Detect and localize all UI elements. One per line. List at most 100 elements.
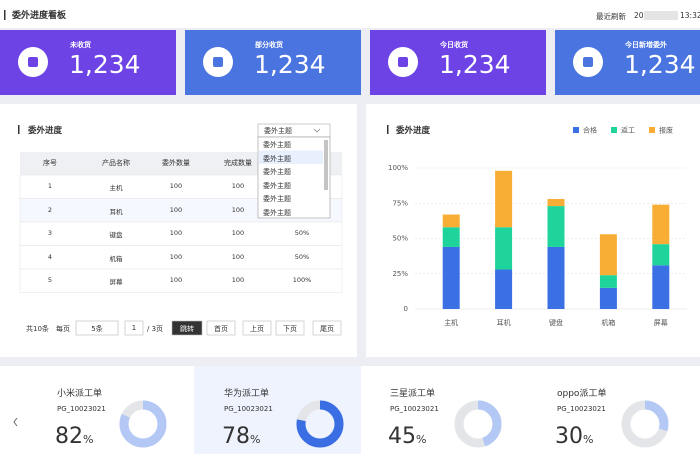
order-name: 华为派工单 [224, 389, 270, 399]
legend-label: 报废 [659, 126, 673, 135]
table-cell: 2 [47, 205, 53, 214]
table-cell: 键盘 [109, 231, 123, 239]
pagination-label: 每页 [56, 325, 70, 333]
table-cell: 屏幕 [109, 278, 123, 286]
select-value: 委外主题 [264, 127, 292, 135]
blur [644, 11, 678, 20]
table-cell: 50% [294, 252, 310, 261]
table-header: 委外数量 [162, 159, 190, 167]
stat-label: 今日收货 [440, 41, 468, 49]
stat-icon-glyph [583, 57, 593, 67]
x-tick-label: 屏幕 [654, 318, 668, 327]
last-button [312, 320, 342, 336]
order-percent: 45% [388, 424, 427, 449]
table-cell: 100 [231, 276, 245, 284]
y-tick-label: 0 [404, 305, 408, 313]
carousel-arrow [13, 417, 18, 427]
table-cell: 100 [169, 182, 183, 190]
legend-swatch [649, 127, 655, 133]
y-tick-label: 100% [388, 164, 408, 172]
order-percent: 30% [555, 424, 594, 449]
chart-panel [366, 104, 700, 357]
pagination-total: 共10条 [26, 325, 49, 333]
next-button-text[interactable]: 下页 [283, 325, 297, 333]
bar-segment [547, 199, 565, 207]
prev-button [242, 320, 272, 336]
bar-segment [547, 246, 565, 309]
table-cell: 4 [47, 252, 53, 261]
legend-label: 返工 [621, 127, 635, 135]
x-tick-label: 耳机 [497, 318, 511, 327]
table-header: 产品名称 [102, 159, 130, 167]
donut-arc [621, 400, 669, 448]
table-cell: 3 [47, 229, 53, 237]
select-option[interactable]: 委外主题 [263, 208, 291, 217]
order-unit: % [250, 433, 261, 446]
legend-label: 合格 [583, 126, 597, 135]
chart-title: 委外进度 [396, 126, 431, 136]
select-option[interactable]: 委外主题 [263, 141, 291, 149]
select-option[interactable]: 委外主题 [263, 181, 291, 190]
page-title: 委外进度看板 [12, 11, 67, 21]
order-code: PG_10023021 [390, 405, 439, 413]
table-cell: 100 [169, 276, 183, 284]
stat-icon-glyph [213, 57, 223, 67]
order-unit: % [583, 433, 594, 446]
order-unit: % [83, 433, 94, 446]
option-hover [259, 150, 323, 164]
table-row [19, 268, 343, 293]
bar-segment [495, 170, 513, 228]
table-cell: 100 [231, 182, 245, 190]
bar-segment [442, 227, 460, 247]
donut-arc [119, 400, 167, 448]
last-button-text[interactable]: 尾页 [320, 325, 334, 333]
per-page-select [75, 320, 119, 336]
table-cell: 100 [169, 229, 183, 237]
bar-segment [442, 246, 460, 309]
bar-segment [442, 214, 460, 228]
title-bar [18, 125, 20, 134]
title-bar [387, 125, 389, 134]
bar-segment [599, 275, 617, 288]
order-percent: 78% [222, 424, 261, 449]
page-input-text[interactable]: 1 [131, 324, 137, 332]
per-page-select-text[interactable]: 5条 [91, 325, 103, 333]
select-option[interactable]: 委外主题 [263, 168, 291, 176]
table-header: 序号 [43, 159, 57, 167]
panel-title: 委外进度 [28, 126, 63, 136]
order-name: 三星派工单 [390, 389, 436, 399]
table-cell: 100% [292, 276, 312, 284]
bar-segment [599, 234, 617, 276]
order-code: PG_10023021 [224, 405, 273, 413]
x-tick-label: 主机 [444, 318, 458, 327]
order-unit: % [416, 433, 427, 446]
header [0, 0, 700, 28]
select-option[interactable]: 委外主题 [263, 154, 291, 163]
prev-button-text[interactable]: 上页 [250, 325, 264, 333]
refresh-time: 13:32 [680, 11, 700, 20]
bar-segment [495, 227, 513, 270]
order-code: PG_10023021 [557, 405, 606, 413]
page-input [124, 320, 144, 336]
donut-arc [454, 400, 502, 448]
donut-arc [296, 400, 344, 448]
go-button-text[interactable]: 跳转 [180, 325, 194, 333]
stat-icon-glyph [398, 57, 408, 67]
table-cell: 5 [47, 276, 53, 284]
table-cell: 100 [169, 252, 183, 261]
go-button [171, 320, 203, 336]
order-name: oppo派工单 [557, 389, 607, 399]
first-button-text[interactable]: 首页 [214, 325, 228, 333]
order-percent: 82% [55, 424, 94, 449]
refresh-label: 最近刷新 [596, 12, 626, 21]
table-cell: 100 [231, 252, 245, 261]
stat-value: 1,234 [69, 50, 141, 79]
order-name: 小米派工单 [57, 389, 103, 399]
table-cell: 100 [231, 205, 245, 214]
next-button [275, 320, 305, 336]
select-option[interactable]: 委外主题 [263, 195, 291, 203]
stat-value: 1,234 [254, 50, 326, 79]
table-header: 完成数量 [224, 159, 252, 167]
